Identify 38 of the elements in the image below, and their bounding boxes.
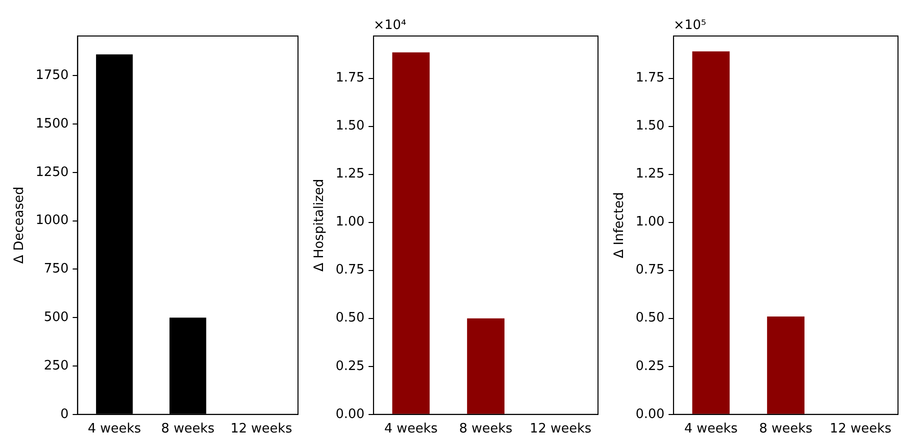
y-axis-title: Δ Hospitalized xyxy=(312,178,328,272)
y-tick-label: 0.25 xyxy=(336,358,365,374)
y-tick-label: 1.50 xyxy=(636,118,665,134)
y-tick-label: 1.75 xyxy=(336,70,365,86)
text: ×10⁵ xyxy=(674,18,706,33)
y-tick-label: 500 xyxy=(44,310,69,325)
y-tick-label: 1.50 xyxy=(336,118,365,134)
x-tick-label: 8 weeks xyxy=(759,422,813,437)
y-tick-label: 0 xyxy=(60,406,69,422)
y-axis-title: Δ Infected xyxy=(612,192,628,258)
x-tick-label: 4 weeks xyxy=(88,422,142,437)
y-tick-label: 1.25 xyxy=(636,166,665,182)
y-tick-label: 750 xyxy=(44,262,69,277)
y-tick-label: 1.25 xyxy=(336,166,365,182)
y-tick-label: 0.25 xyxy=(636,358,665,374)
y-tick-label: 1000 xyxy=(36,213,69,228)
x-tick-label: 12 weeks xyxy=(830,422,892,437)
y-tick-label: 0.00 xyxy=(336,406,365,422)
x-tick-label: 4 weeks xyxy=(384,422,438,437)
x-tick-label: 8 weeks xyxy=(161,422,215,437)
x-tick-label: 8 weeks xyxy=(459,422,513,437)
y-tick-label: 0.50 xyxy=(336,310,365,326)
y-tick-label: 1500 xyxy=(36,116,69,132)
y-tick-label: 1.75 xyxy=(636,70,665,86)
y-tick-label: 0.75 xyxy=(636,262,665,278)
y-tick-label: 1.00 xyxy=(336,214,365,230)
x-tick-label: 4 weeks xyxy=(684,422,738,437)
y-axis-title: Δ Deceased xyxy=(12,186,28,264)
y-tick-label: 0.00 xyxy=(636,406,665,422)
y-tick-label: 1750 xyxy=(36,68,69,84)
text: ×10⁴ xyxy=(374,18,406,33)
y-tick-label: 0.75 xyxy=(336,262,365,278)
y-tick-label: 0.50 xyxy=(636,310,665,326)
x-tick-label: 12 weeks xyxy=(230,422,292,437)
y-tick-label: 1250 xyxy=(36,164,69,180)
y-tick-label: 1.00 xyxy=(636,214,665,230)
x-tick-label: 12 weeks xyxy=(530,422,592,437)
y-tick-label: 250 xyxy=(44,358,69,374)
